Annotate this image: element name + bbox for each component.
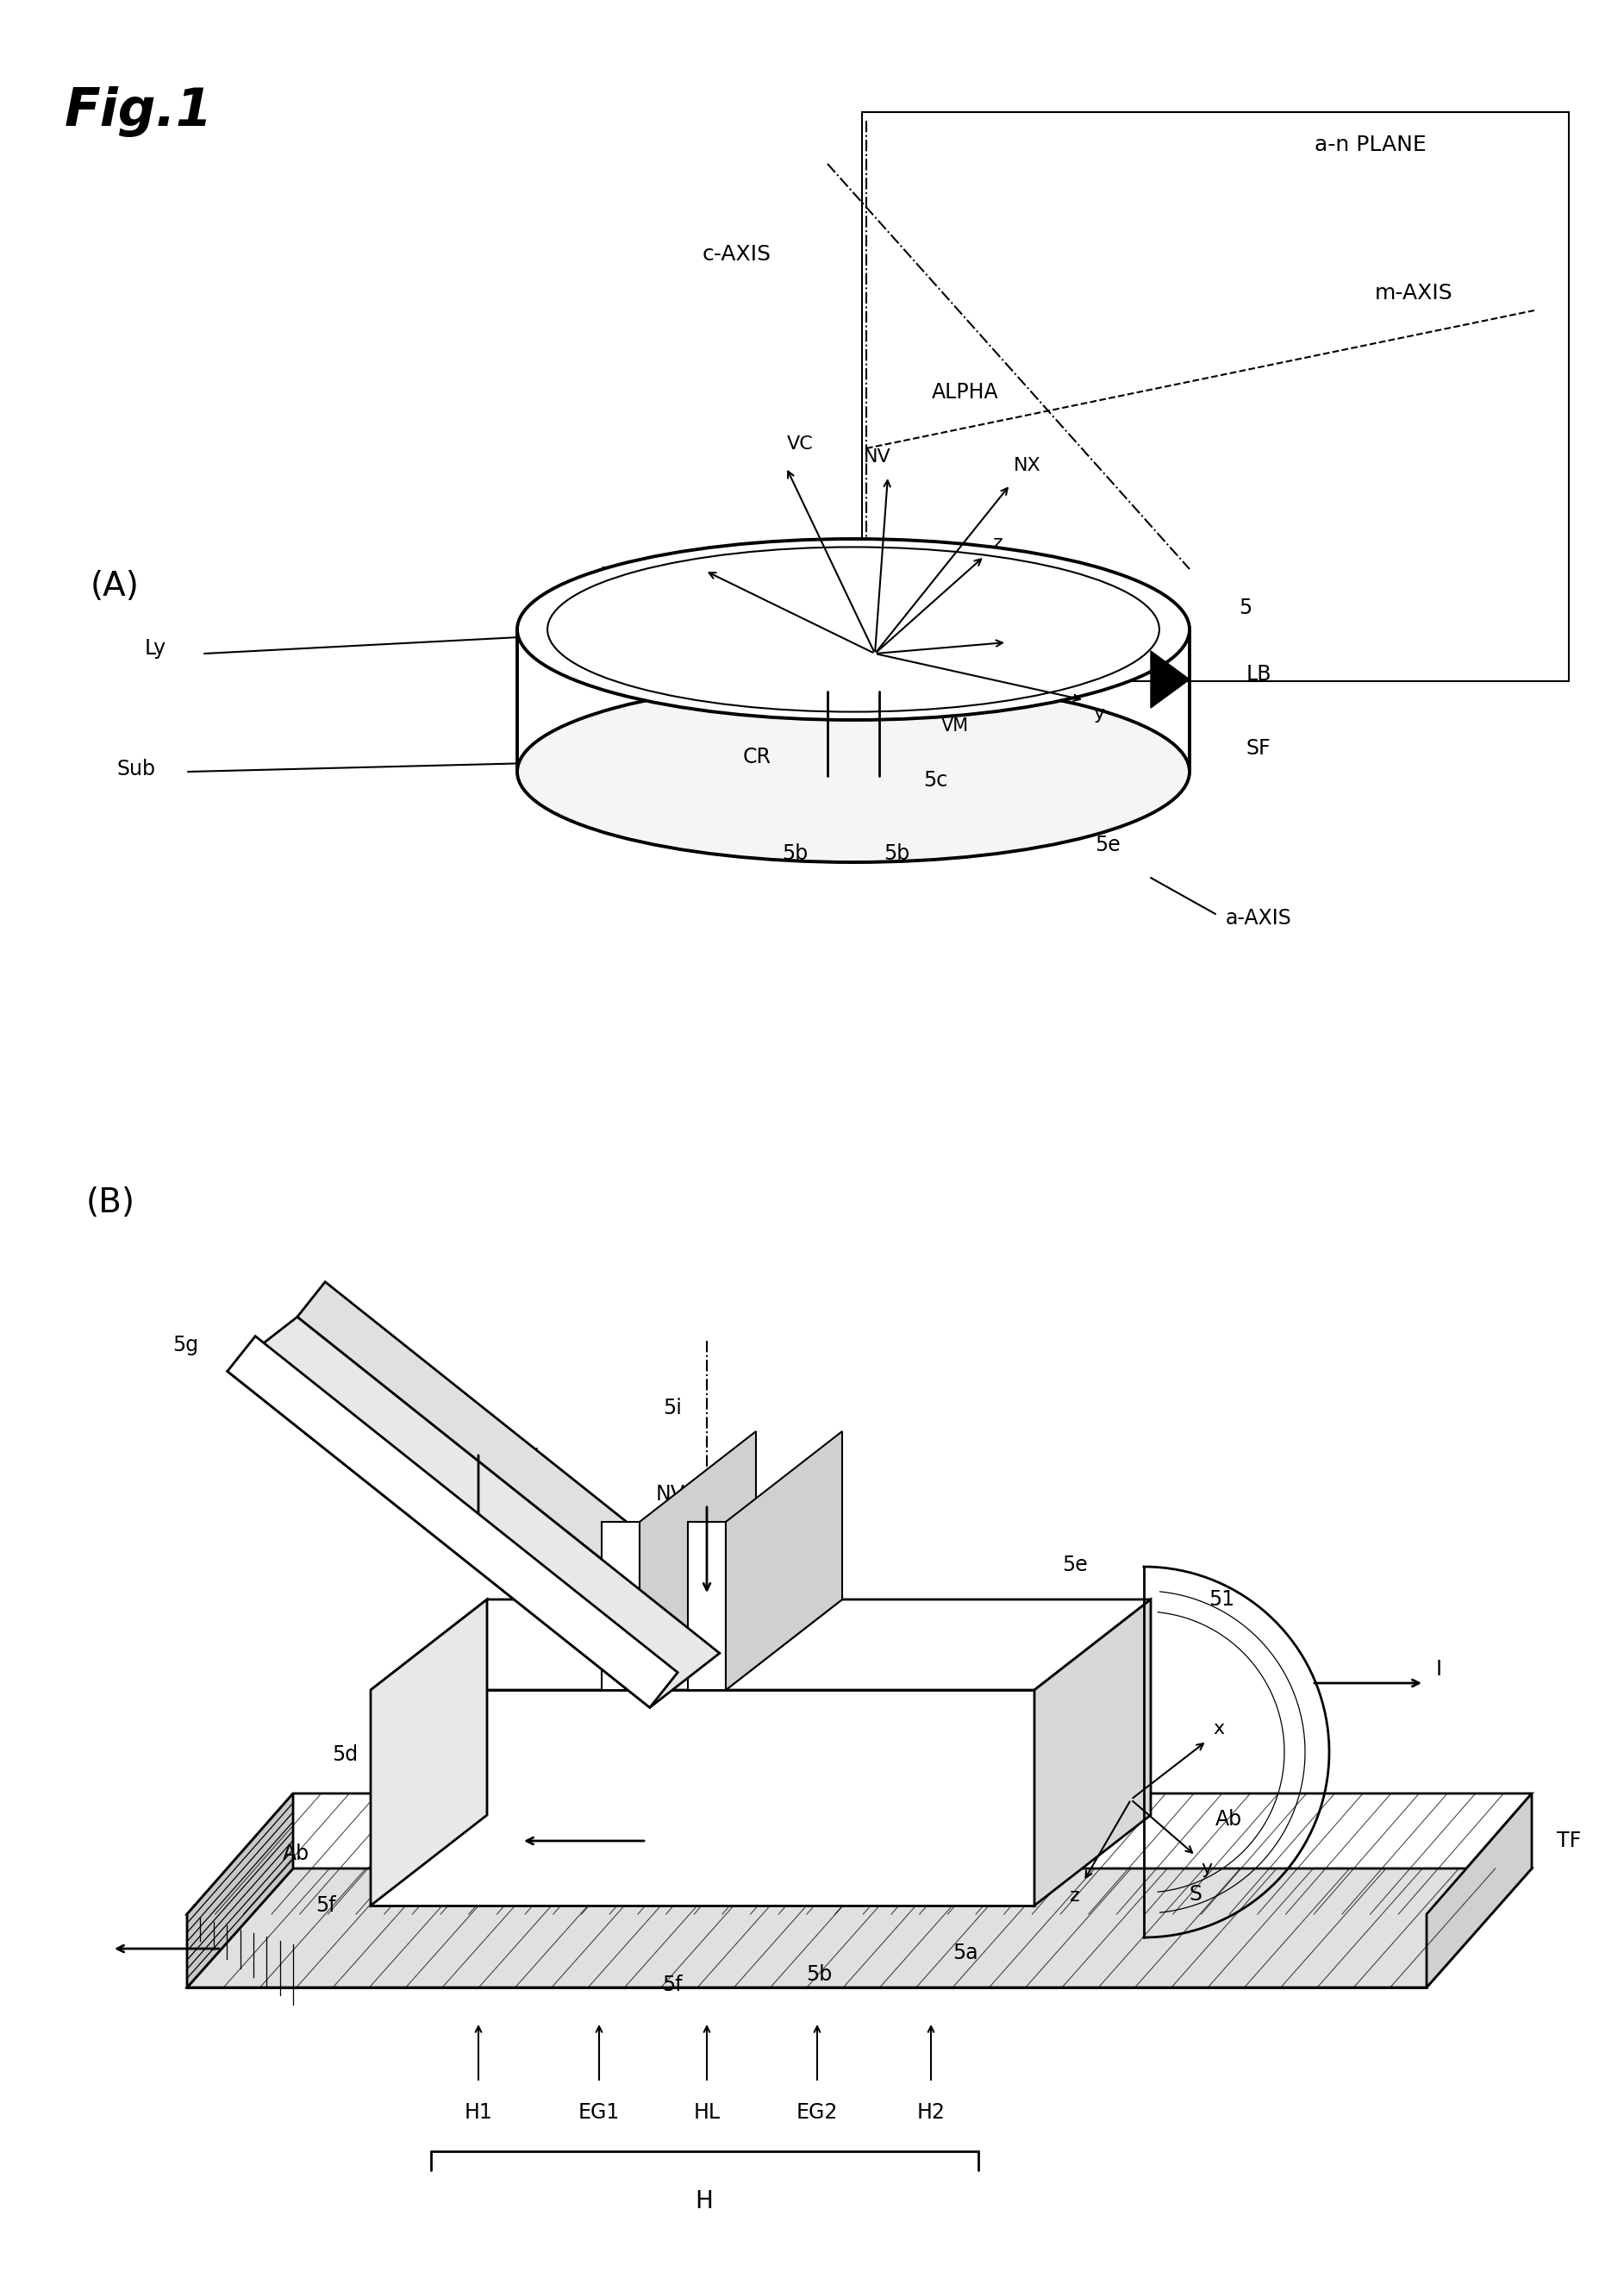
- Text: c(VC): c(VC): [703, 636, 749, 652]
- Text: H2: H2: [918, 2102, 945, 2122]
- Polygon shape: [370, 1690, 1034, 1906]
- Text: c-AXIS: c-AXIS: [703, 243, 771, 266]
- Polygon shape: [640, 1431, 755, 1690]
- Text: EG2: EG2: [796, 2102, 838, 2122]
- Polygon shape: [187, 1793, 292, 1988]
- Polygon shape: [187, 1915, 1426, 1988]
- Text: y: y: [1093, 704, 1104, 722]
- Text: 5: 5: [1239, 598, 1252, 618]
- Text: 5b: 5b: [883, 843, 909, 863]
- Text: NV: NV: [656, 1484, 685, 1504]
- Text: y: y: [1202, 1861, 1213, 1877]
- Polygon shape: [297, 1281, 747, 1654]
- Polygon shape: [689, 1599, 843, 1690]
- Text: a: a: [682, 550, 693, 568]
- Ellipse shape: [516, 682, 1189, 863]
- Text: a-n PLANE: a-n PLANE: [1315, 134, 1426, 154]
- Polygon shape: [227, 1318, 719, 1709]
- Text: VC: VC: [786, 436, 814, 452]
- Text: z: z: [994, 534, 1004, 552]
- Polygon shape: [370, 1599, 487, 1906]
- Polygon shape: [601, 1599, 755, 1690]
- Polygon shape: [1426, 1793, 1531, 1988]
- Polygon shape: [1034, 1599, 1151, 1906]
- Text: Fig.1: Fig.1: [65, 86, 213, 136]
- Text: 5g: 5g: [172, 1334, 198, 1356]
- Text: EG1: EG1: [578, 2102, 620, 2122]
- Text: TF: TF: [1557, 1831, 1582, 1852]
- Text: NV: NV: [864, 448, 892, 466]
- Text: ALPHA: ALPHA: [932, 382, 999, 402]
- Text: H1: H1: [464, 2102, 492, 2122]
- Text: CR: CR: [742, 747, 771, 768]
- Text: NX: NX: [1013, 457, 1041, 475]
- Polygon shape: [187, 1868, 1531, 1988]
- Text: Ab: Ab: [283, 1843, 309, 1863]
- Text: 5c: 5c: [922, 770, 947, 791]
- Polygon shape: [370, 1599, 1151, 1690]
- Text: VX: VX: [512, 1447, 539, 1468]
- Text: Ly: Ly: [145, 638, 166, 659]
- Text: HL: HL: [693, 2102, 721, 2122]
- Text: 5b: 5b: [806, 1965, 831, 1986]
- Text: I: I: [1436, 1659, 1442, 1679]
- Text: NX: NX: [757, 1529, 786, 1550]
- Text: 5f: 5f: [315, 1895, 336, 1915]
- Text: 5h: 5h: [685, 1836, 711, 1856]
- Text: LB: LB: [1246, 663, 1272, 684]
- Polygon shape: [1151, 652, 1189, 709]
- Text: S: S: [1189, 1883, 1202, 1904]
- Text: S: S: [1062, 679, 1073, 698]
- Polygon shape: [601, 1522, 640, 1690]
- Polygon shape: [726, 1431, 843, 1690]
- Text: 5i: 5i: [663, 1397, 682, 1418]
- Text: x: x: [1015, 623, 1026, 641]
- Text: Sub: Sub: [117, 759, 156, 779]
- Text: H: H: [695, 2190, 713, 2213]
- Text: 51: 51: [1208, 1588, 1234, 1611]
- Text: SF: SF: [1246, 738, 1272, 759]
- Text: m-AXIS: m-AXIS: [1374, 282, 1453, 304]
- Text: (A): (A): [91, 570, 140, 602]
- Ellipse shape: [516, 538, 1189, 720]
- Text: VM: VM: [942, 718, 970, 734]
- Text: I: I: [596, 1811, 603, 1831]
- Polygon shape: [689, 1522, 726, 1690]
- Text: Ab: Ab: [1215, 1809, 1242, 1829]
- Polygon shape: [227, 1336, 677, 1709]
- Text: m(VM): m(VM): [783, 677, 838, 693]
- Text: z: z: [1070, 1888, 1080, 1904]
- Text: 5e: 5e: [1062, 1554, 1088, 1574]
- Text: (B): (B): [86, 1186, 135, 1220]
- Text: 5a: 5a: [599, 566, 625, 586]
- Text: 5a: 5a: [953, 1943, 978, 1963]
- Text: 5e: 5e: [1095, 834, 1121, 854]
- Text: 5f: 5f: [663, 1974, 682, 1995]
- Text: 5b: 5b: [781, 843, 807, 863]
- Text: a-AXIS: a-AXIS: [1226, 909, 1291, 929]
- Text: x: x: [1213, 1720, 1224, 1738]
- Text: 5d: 5d: [331, 1745, 357, 1765]
- Polygon shape: [187, 1793, 1531, 1915]
